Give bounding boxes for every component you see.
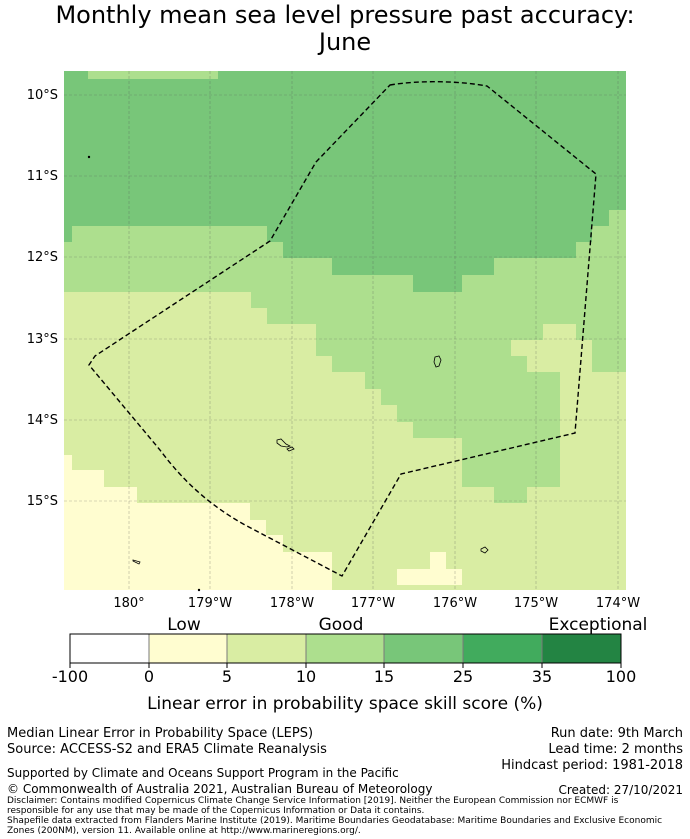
colorbar-tick-25: 25	[453, 667, 473, 686]
islands	[87, 155, 489, 592]
colorbar-segment-7	[542, 634, 621, 663]
lon-label-175w: 175°W	[514, 596, 558, 611]
colorbar-segment-6	[463, 634, 542, 663]
lon-label-180: 180°	[113, 596, 144, 611]
lat-label-11s: 11°S	[27, 169, 58, 184]
colorbar-segment-5	[384, 634, 463, 663]
run-date-text: Run date: 9th March	[550, 726, 683, 741]
colorbar-tick-100: 100	[606, 667, 637, 686]
support-block: Supported by Climate and Oceans Support …	[7, 765, 432, 797]
disclaimer: Disclaimer: Contains modified Copernicus…	[7, 796, 667, 836]
support-text: Supported by Climate and Oceans Support …	[7, 766, 399, 780]
colorbar-tick--100: -100	[52, 667, 88, 686]
region-low	[64, 455, 332, 590]
chart-title: Monthly mean sea level pressure past acc…	[0, 2, 690, 56]
hindcast-text: Hindcast period: 1981-2018	[501, 758, 683, 773]
colorbar-tick-35: 35	[532, 667, 552, 686]
colorbar-segment-4	[306, 634, 384, 663]
info-left: Median Linear Error in Probability Space…	[7, 726, 327, 758]
island-7	[197, 588, 201, 592]
lon-labels: 180° 179°W 178°W 177°W 176°W 175°W 174°W	[113, 596, 640, 611]
title-line-1: Monthly mean sea level pressure past acc…	[55, 1, 635, 29]
disclaimer-copernicus: Disclaimer: Contains modified Copernicus…	[7, 796, 619, 816]
skill-raster	[64, 71, 626, 590]
colorbar-segment-3	[227, 634, 306, 663]
island-5	[132, 559, 141, 565]
region-top-strip	[88, 71, 218, 79]
lon-label-174w: 174°W	[596, 596, 640, 611]
lon-label-179w: 179°W	[188, 596, 232, 611]
island-2	[276, 438, 292, 448]
disclaimer-shapefile: Shapefile data extracted from Flanders M…	[7, 816, 663, 836]
island-1	[433, 355, 442, 368]
colorbar-tick-0: 0	[144, 667, 154, 686]
lat-label-12s: 12°S	[27, 250, 58, 265]
lon-label-177w: 177°W	[351, 596, 395, 611]
lat-label-10s: 10°S	[27, 88, 58, 103]
source-text: Source: ACCESS-S2 and ERA5 Climate Reana…	[7, 742, 327, 757]
gridlines	[64, 71, 626, 590]
colorbar: -100 0 5 10 15 25 35 100 Linear error in…	[52, 633, 637, 714]
island-4	[480, 546, 489, 554]
lon-label-176w: 176°W	[433, 596, 477, 611]
colorbar-segment-1	[70, 634, 149, 663]
lat-label-14s: 14°S	[27, 413, 58, 428]
copyright-text: © Commonwealth of Australia 2021, Austra…	[7, 782, 433, 796]
island-6	[87, 155, 91, 159]
lat-label-13s: 13°S	[27, 332, 58, 347]
info-right: Run date: 9th March Lead time: 2 months …	[501, 726, 683, 774]
colorbar-tick-15: 15	[374, 667, 394, 686]
lat-labels: 10°S 11°S 12°S 13°S 14°S 15°S	[27, 88, 58, 509]
region-very-good	[64, 71, 626, 292]
lon-label-178w: 178°W	[270, 596, 314, 611]
category-good: Good	[319, 615, 364, 635]
region-low-2	[397, 552, 462, 585]
lead-time-text: Lead time: 2 months	[548, 742, 683, 757]
colorbar-tick-5: 5	[222, 667, 232, 686]
created-text: Created: 27/10/2021	[558, 783, 683, 797]
colorbar-title: Linear error in probability space skill …	[147, 694, 543, 714]
colorbar-tick-10: 10	[296, 667, 316, 686]
method-text: Median Linear Error in Probability Space…	[7, 726, 314, 741]
category-low: Low	[167, 615, 201, 635]
lat-label-15s: 15°S	[27, 494, 58, 509]
colorbar-segment-2	[149, 634, 227, 663]
island-3	[286, 446, 295, 452]
map-figure: 10°S 11°S 12°S 13°S 14°S 15°S 180° 179°W…	[27, 71, 648, 714]
eez-boundary	[88, 81, 597, 577]
title-line-2: June	[318, 28, 372, 56]
category-exceptional: Exceptional	[549, 615, 648, 635]
